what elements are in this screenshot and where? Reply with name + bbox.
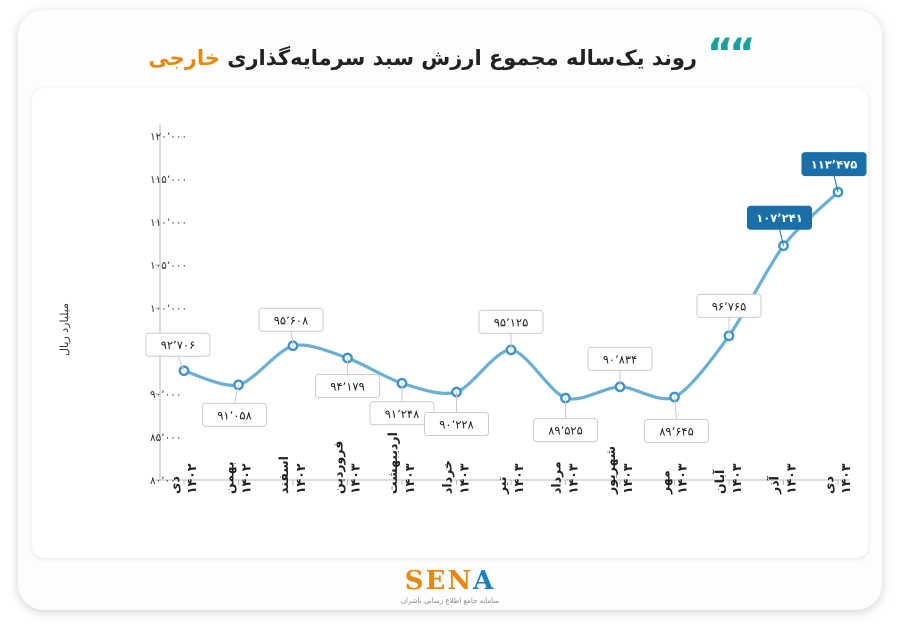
svg-text:دی: دی [821, 476, 836, 494]
svg-text:آبان: آبان [712, 469, 727, 494]
sena-logo-accent: A [473, 566, 496, 596]
svg-text:۱۴۰۳: ۱۴۰۳ [566, 463, 581, 494]
svg-text:۸۵٬۰۰۰: ۸۵٬۰۰۰ [150, 432, 182, 444]
svg-text:۹۰٬۸۳۴: ۹۰٬۸۳۴ [603, 352, 638, 366]
svg-text:۱۱۵٬۰۰۰: ۱۱۵٬۰۰۰ [150, 174, 187, 186]
svg-text:۱۲۰٬۰۰۰: ۱۲۰٬۰۰۰ [150, 131, 187, 143]
header: ““ روند یک‌ساله مجموع ارزش سبد سرمایه‌گذ… [18, 28, 882, 88]
svg-text:۱۰۷٬۲۴۱: ۱۰۷٬۲۴۱ [756, 211, 802, 225]
svg-text:۸۹٬۵۲۵: ۸۹٬۵۲۵ [548, 424, 583, 438]
svg-text:۱۴۰۳: ۱۴۰۳ [729, 463, 744, 494]
svg-text:۱۴۰۲: ۱۴۰۲ [184, 463, 199, 494]
svg-text:خرداد: خرداد [440, 460, 455, 494]
svg-text:۹۲٬۷۰۶: ۹۲٬۷۰۶ [161, 338, 196, 352]
svg-text:فروردین: فروردین [331, 441, 346, 494]
svg-text:۱۴۰۳: ۱۴۰۳ [348, 463, 363, 494]
svg-text:۱۴۰۳: ۱۴۰۳ [511, 463, 526, 494]
svg-text:مرداد: مرداد [549, 461, 564, 494]
svg-text:۱۴۰۳: ۱۴۰۳ [620, 463, 635, 494]
footer: SENA سامانه جامع اطلاع رسانی ناشران [18, 568, 882, 605]
svg-text:۹۰٬۰۰۰: ۹۰٬۰۰۰ [150, 389, 182, 401]
svg-text:مهر: مهر [658, 470, 673, 495]
sena-logo-subtitle: سامانه جامع اطلاع رسانی ناشران [400, 597, 500, 605]
page-title: روند یک‌ساله مجموع ارزش سبد سرمایه‌گذاری… [148, 46, 697, 70]
svg-text:۱۱۳٬۴۷۵: ۱۱۳٬۴۷۵ [811, 158, 857, 172]
svg-text:۱۴۰۳: ۱۴۰۳ [457, 463, 472, 494]
sena-logo: SENA [18, 568, 882, 594]
svg-text:۱۴۰۲: ۱۴۰۲ [239, 463, 254, 494]
page-title-main: روند یک‌ساله مجموع ارزش سبد سرمایه‌گذاری [219, 46, 698, 70]
svg-text:شهریور: شهریور [603, 446, 618, 495]
chart-panel: میلیارد ریال ۸۰٬۰۰۰۸۵٬۰۰۰۹۰٬۰۰۰۹۵٬۰۰۰۱۰۰… [32, 88, 868, 558]
svg-text:۹۰٬۲۲۸: ۹۰٬۲۲۸ [439, 418, 474, 432]
svg-text:۱۴۰۳: ۱۴۰۳ [784, 463, 799, 494]
svg-text:۸۹٬۶۴۵: ۸۹٬۶۴۵ [659, 425, 694, 439]
svg-text:۹۱٬۰۵۸: ۹۱٬۰۵۸ [217, 408, 252, 422]
svg-text:۱۴۰۳: ۱۴۰۳ [675, 463, 690, 494]
svg-text:۱۴۰۳: ۱۴۰۳ [838, 463, 853, 494]
svg-text:۸۰٬۰۰۰: ۸۰٬۰۰۰ [150, 475, 182, 487]
svg-text:۱۴۰۲: ۱۴۰۲ [293, 463, 308, 494]
sena-logo-main: SEN [404, 566, 474, 596]
quote-icon: ““ [707, 31, 756, 77]
svg-text:۱۴۰۳: ۱۴۰۳ [402, 463, 417, 494]
svg-text:دی: دی [167, 476, 182, 494]
svg-text:۹۶٬۷۶۵: ۹۶٬۷۶۵ [712, 299, 747, 313]
svg-text:۱۱۰٬۰۰۰: ۱۱۰٬۰۰۰ [150, 217, 187, 229]
svg-text:۹۵٬۶۰۸: ۹۵٬۶۰۸ [274, 313, 309, 327]
line-chart: ۸۰٬۰۰۰۸۵٬۰۰۰۹۰٬۰۰۰۹۵٬۰۰۰۱۰۰٬۰۰۰۱۰۵٬۰۰۰۱۱… [145, 124, 867, 495]
svg-text:۹۴٬۱۷۹: ۹۴٬۱۷۹ [330, 380, 365, 394]
page-title-accent: خارجی [148, 46, 220, 70]
main-card: ““ روند یک‌ساله مجموع ارزش سبد سرمایه‌گذ… [18, 10, 882, 610]
svg-text:۱۰۵٬۰۰۰: ۱۰۵٬۰۰۰ [150, 260, 187, 272]
svg-text:بهمن: بهمن [222, 461, 237, 494]
svg-text:اردیبهشت: اردیبهشت [385, 432, 400, 494]
svg-text:تیر: تیر [494, 476, 509, 495]
svg-text:۱۰۰٬۰۰۰: ۱۰۰٬۰۰۰ [150, 303, 187, 315]
svg-text:۹۵٬۱۲۵: ۹۵٬۱۲۵ [494, 315, 529, 329]
svg-text:اسفند: اسفند [276, 456, 291, 494]
svg-text:۹۱٬۲۴۸: ۹۱٬۲۴۸ [385, 407, 420, 421]
svg-text:آذر: آذر [767, 475, 782, 495]
